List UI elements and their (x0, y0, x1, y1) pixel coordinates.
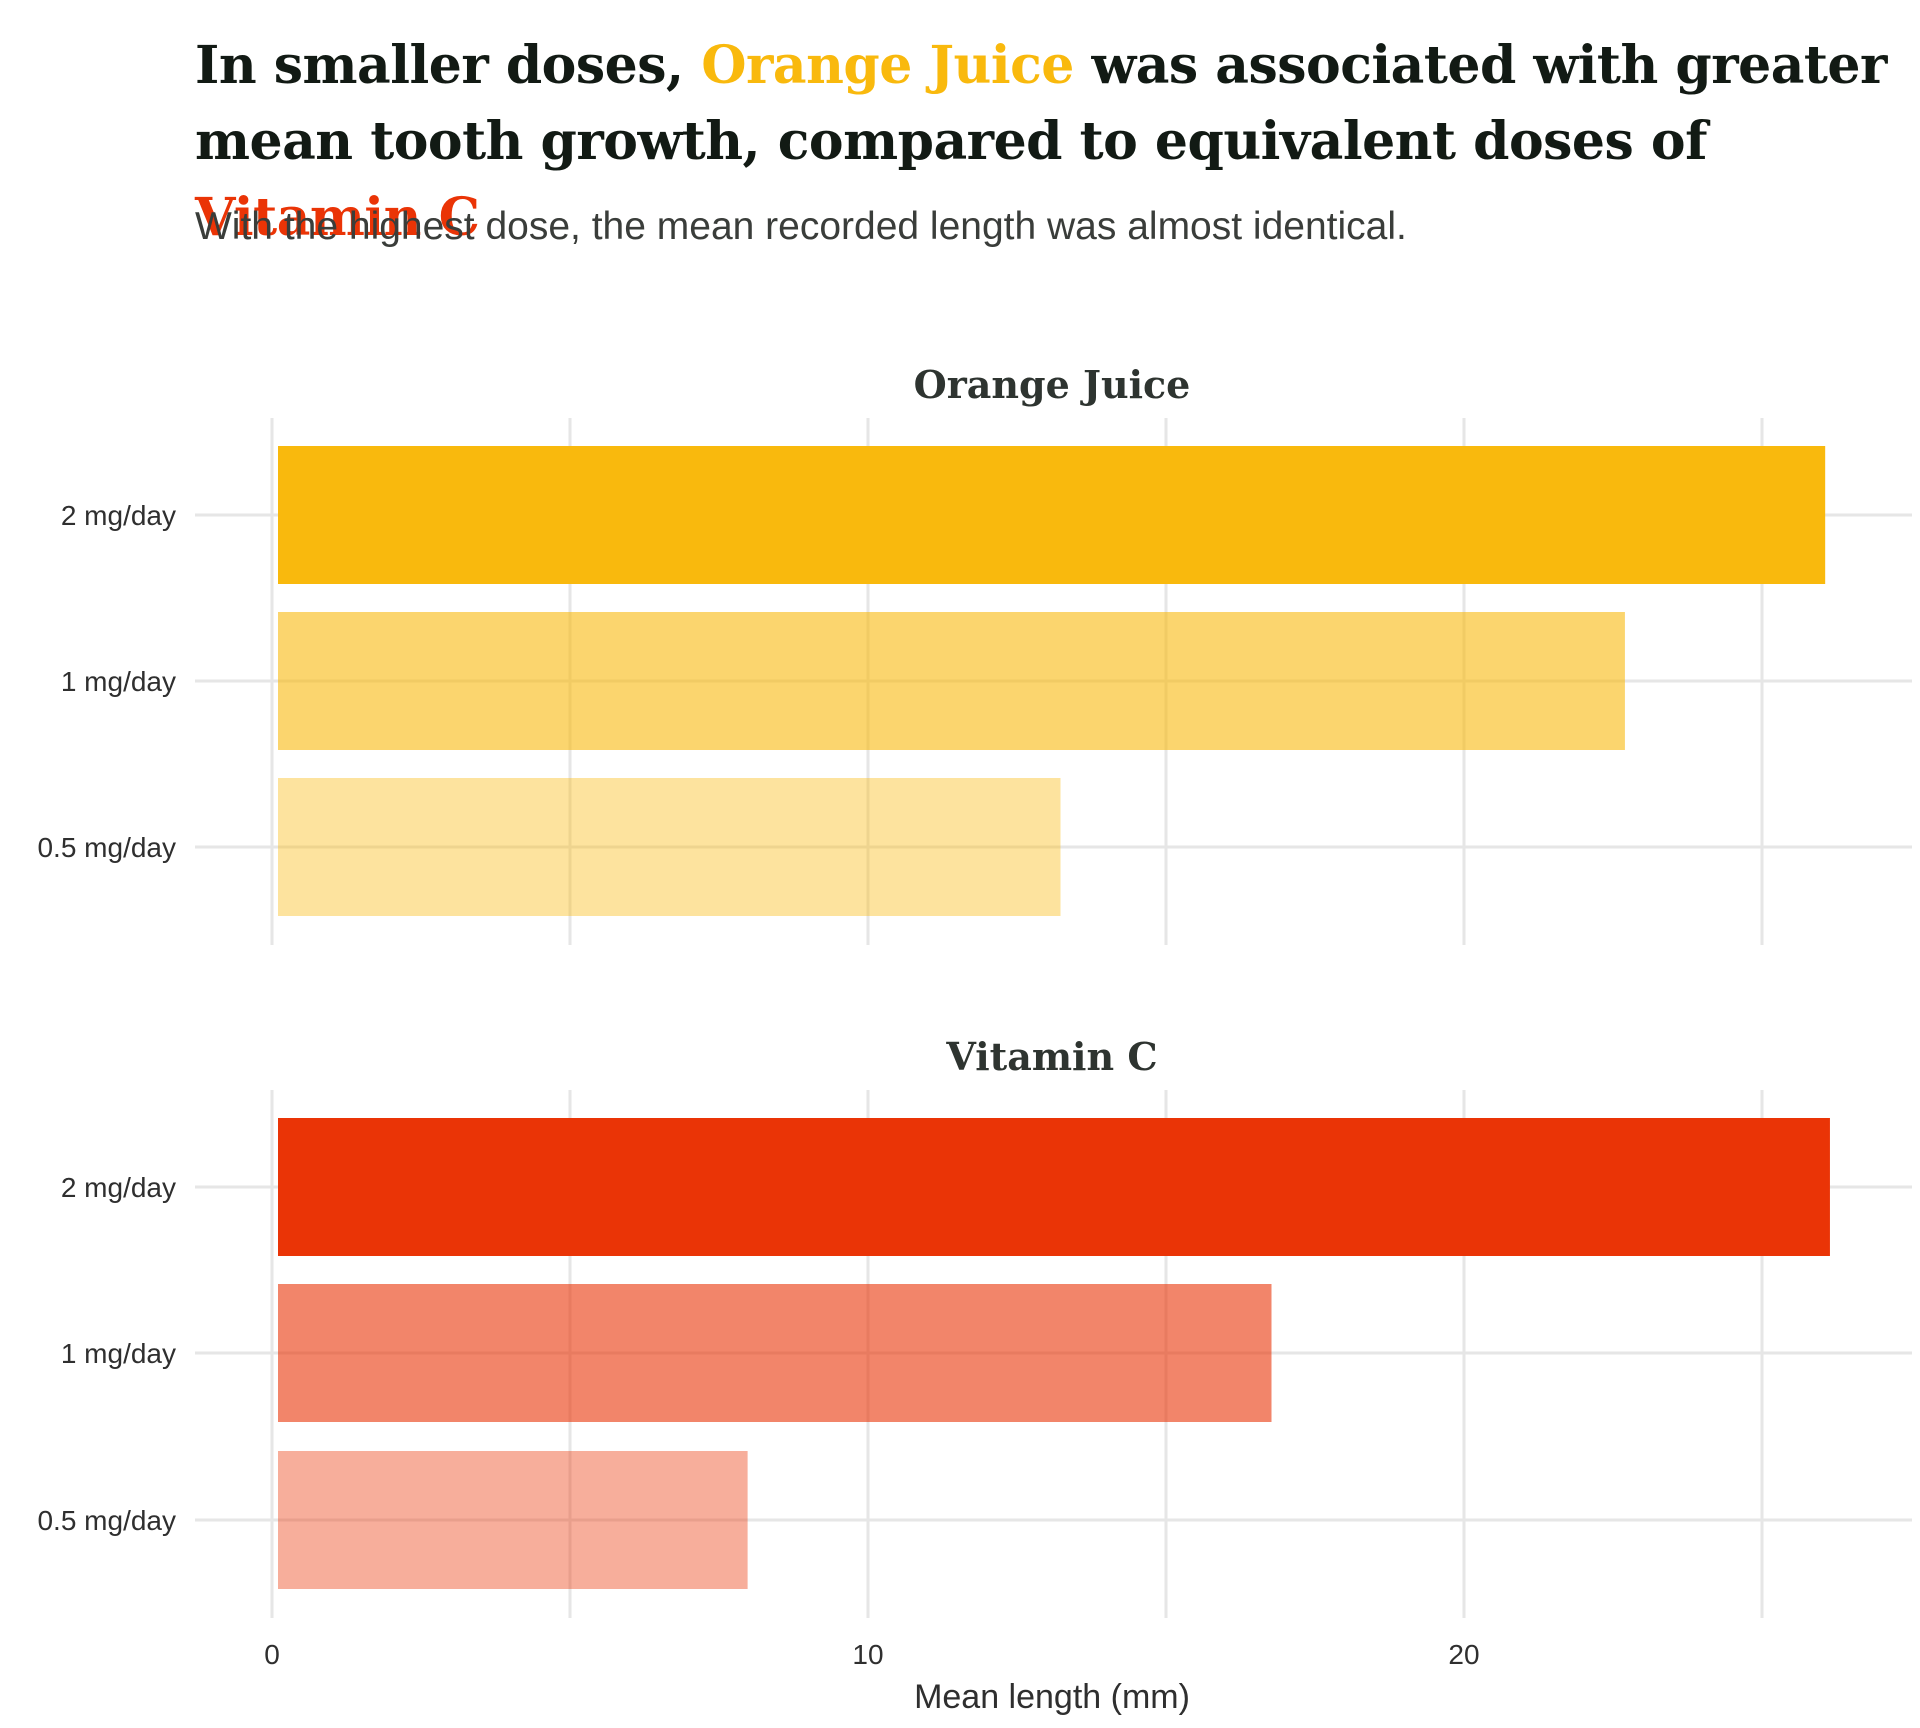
x-tick-label: 10 (852, 1639, 883, 1670)
facet-label-orange-juice: Orange Juice (914, 362, 1191, 407)
category-label: 1 mg/day (61, 1338, 176, 1369)
bar-orange-juice-2 (278, 778, 1061, 916)
x-tick-label: 20 (1448, 1639, 1479, 1670)
title-highlight-vitamin-c: Vitamin C (195, 187, 480, 248)
category-label: 2 mg/day (61, 500, 176, 531)
category-label: 2 mg/day (61, 1172, 176, 1203)
category-label: 0.5 mg/day (37, 832, 176, 863)
category-label: 1 mg/day (61, 666, 176, 697)
x-tick-label: 0 (264, 1639, 280, 1670)
chart-title: In smaller doses, Orange Juice was assoc… (195, 28, 1895, 256)
bar-vitamin-c-1 (278, 1284, 1272, 1422)
bar-orange-juice-1 (278, 612, 1625, 750)
chart-subtitle: With the highest dose, the mean recorded… (195, 205, 1407, 248)
facet-label-vitamin-c: Vitamin C (945, 1034, 1157, 1079)
x-axis-title: Mean length (mm) (914, 1678, 1190, 1716)
bar-orange-juice-0 (278, 446, 1826, 584)
title-highlight-orange-juice: Orange Juice (701, 35, 1074, 96)
bar-vitamin-c-0 (278, 1118, 1830, 1256)
title-part-1: In smaller doses, (195, 35, 702, 96)
bar-vitamin-c-2 (278, 1451, 748, 1589)
title-part-2: was associated with greater mean tooth g… (195, 35, 1887, 172)
category-label: 0.5 mg/day (37, 1505, 176, 1536)
